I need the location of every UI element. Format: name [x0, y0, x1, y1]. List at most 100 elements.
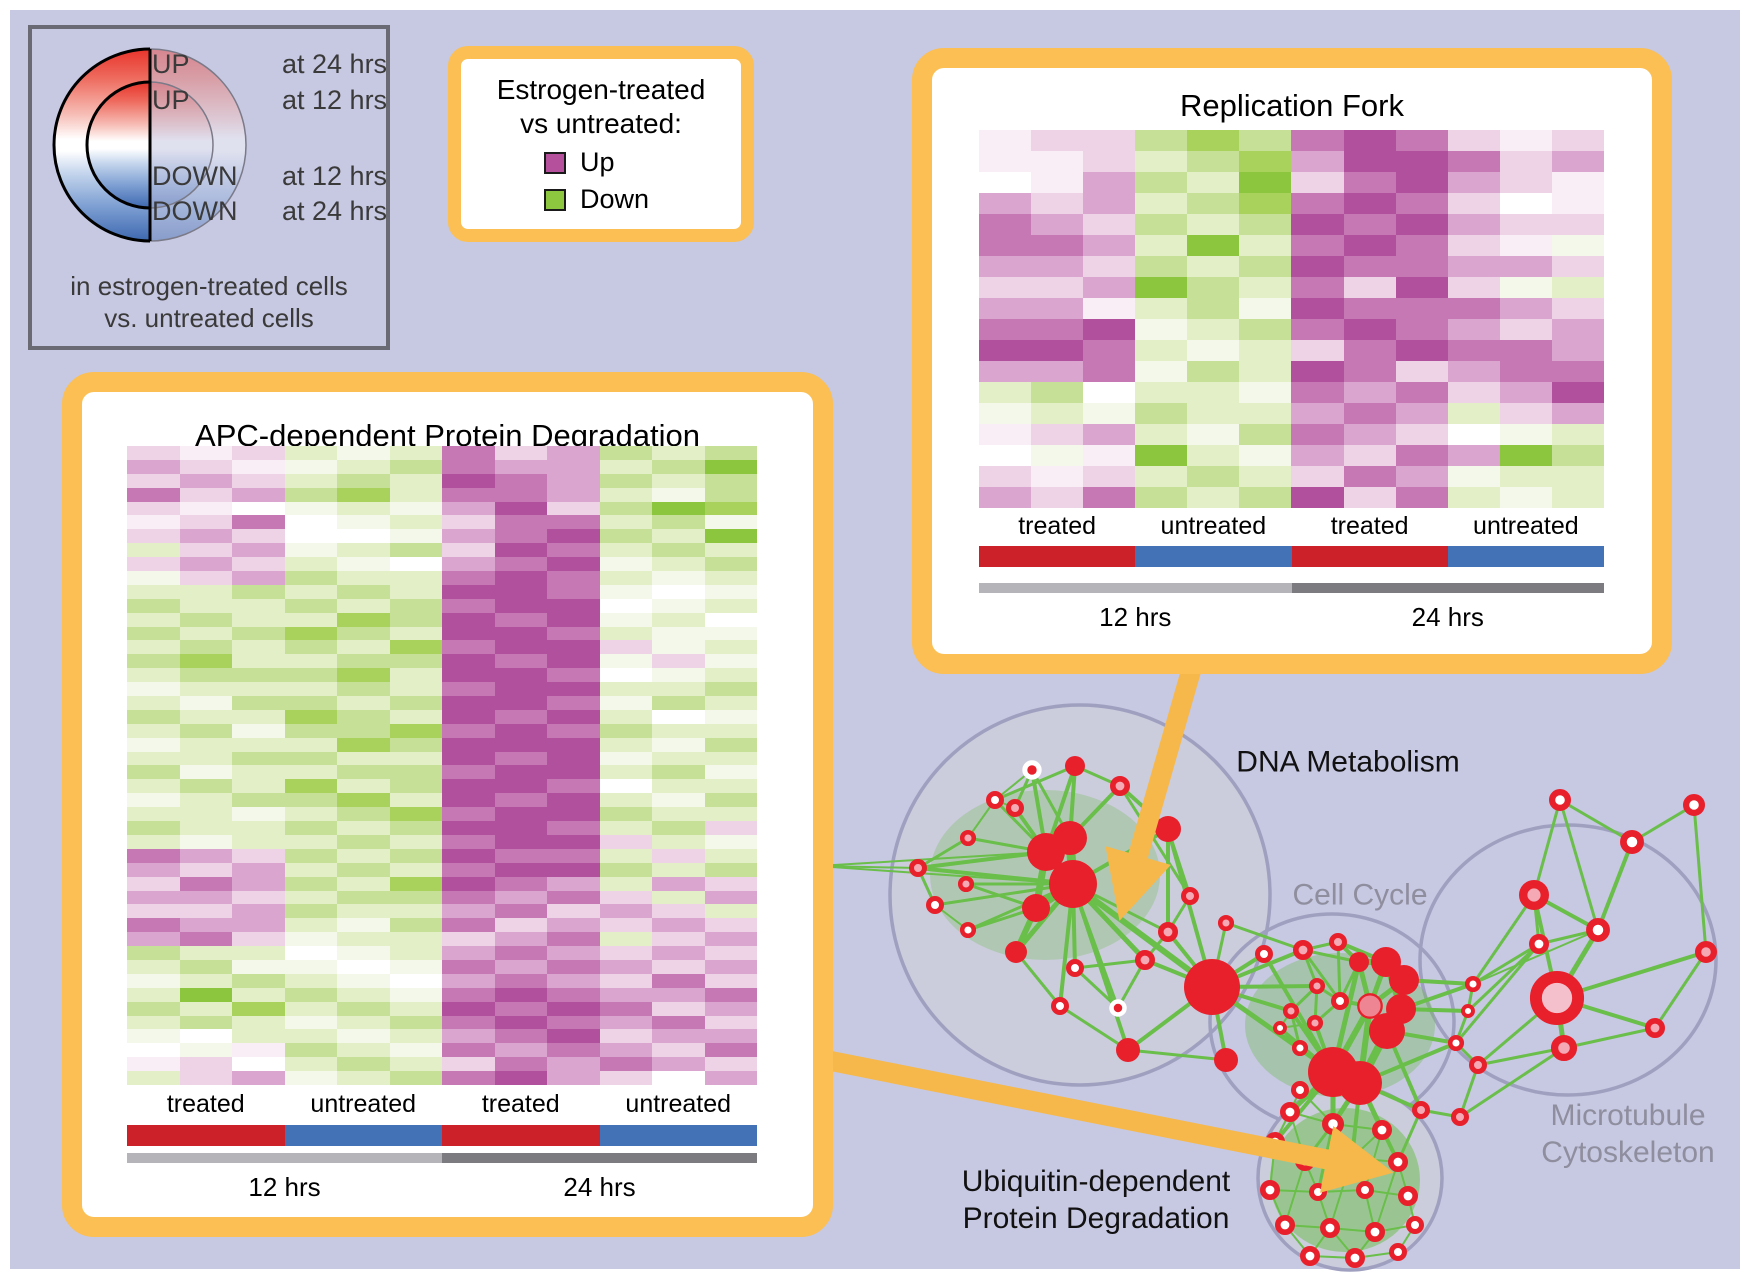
heatmap-cell — [232, 626, 285, 641]
network-node — [1300, 1246, 1321, 1267]
heatmap-cell — [179, 946, 232, 960]
panel-title: Replication Fork — [1180, 88, 1404, 123]
heatmap-cell — [127, 821, 180, 835]
heatmap-cell — [704, 682, 757, 697]
heatmap-cell — [494, 584, 547, 599]
heatmap-cell — [652, 626, 705, 641]
heatmap-cell — [389, 765, 442, 780]
heatmap-cell — [1187, 361, 1240, 382]
heatmap-cell — [232, 862, 285, 877]
heatmap-cell — [1395, 382, 1448, 403]
heatmap-cell — [979, 151, 1032, 172]
heatmap-cell — [1395, 424, 1448, 445]
heatmap-cell — [1395, 340, 1448, 361]
heatmap-cell — [389, 487, 442, 502]
heatmap-cell — [979, 361, 1032, 382]
heatmap-cell — [599, 626, 652, 641]
heatmap-cell — [1395, 256, 1448, 277]
heatmap-cell — [442, 654, 495, 669]
heatmap-cell — [127, 487, 180, 502]
legend-title-line2: vs untreated: — [520, 108, 682, 139]
heatmap-cell — [442, 487, 495, 502]
heatmap-cell — [704, 779, 757, 794]
heatmap-cell — [1343, 445, 1396, 466]
heatmap-cell — [1395, 193, 1448, 214]
heatmap-cell — [179, 459, 232, 474]
network-edge — [817, 865, 1074, 885]
heatmap-cell — [232, 904, 285, 919]
heatmap-cell — [442, 793, 495, 808]
heatmap-cell — [704, 459, 757, 474]
heatmap-cell — [442, 821, 495, 835]
heatmap-cell — [284, 959, 337, 974]
heatmap-cell — [1187, 319, 1240, 340]
heatmap-cell — [284, 987, 337, 1002]
heatmap-cell — [1447, 151, 1500, 172]
annotation-arrow — [824, 1050, 1394, 1193]
heatmap-cell — [494, 793, 547, 808]
network-node — [1412, 1101, 1430, 1119]
heatmap-cell — [494, 709, 547, 724]
heatmap-cell — [389, 696, 442, 710]
heatmap-cell — [1499, 319, 1552, 340]
heatmap-cell — [1135, 424, 1188, 445]
heatmap-cell — [389, 1029, 442, 1044]
network-node — [1398, 1186, 1419, 1207]
heatmap-cell — [979, 382, 1032, 403]
heatmap-cell — [599, 696, 652, 710]
heatmap-cell — [979, 214, 1032, 235]
network-edge — [1466, 942, 1541, 1013]
network-node — [1308, 977, 1326, 995]
heatmap-cell — [442, 723, 495, 738]
network-node — [1005, 941, 1027, 963]
condition-label: treated — [481, 1090, 560, 1118]
network-node — [1529, 970, 1585, 1026]
heatmap-cell — [179, 793, 232, 808]
heatmap-cell — [704, 626, 757, 641]
heatmap-cell — [1083, 256, 1136, 277]
heatmap-cell — [389, 973, 442, 988]
heatmap-cell — [337, 487, 390, 502]
heatmap-cell — [979, 277, 1032, 298]
heatmap-cell — [442, 459, 495, 474]
heatmap-cell — [1343, 298, 1396, 319]
heatmap-cell — [1291, 235, 1344, 256]
heatmap-cell — [337, 515, 390, 530]
heatmap-cell — [1187, 214, 1240, 235]
heatmap-cell — [1551, 277, 1604, 298]
heatmap-cell — [337, 598, 390, 613]
heatmap-cell — [494, 1015, 547, 1030]
heatmap-cell — [1031, 235, 1084, 256]
heatmap-cell — [704, 696, 757, 710]
network-node — [1291, 1081, 1309, 1099]
heatmap-cell — [389, 918, 442, 933]
heatmap-cell — [389, 446, 442, 460]
heatmap-cell — [442, 612, 495, 627]
network-edge — [1284, 1160, 1306, 1226]
heatmap-cell — [547, 584, 600, 599]
heatmap-cell — [494, 446, 547, 460]
heatmap-cell — [179, 862, 232, 877]
network-node — [1389, 1243, 1407, 1261]
heatmap-cell — [389, 834, 442, 849]
network-edge — [1336, 941, 1342, 1002]
heatmap-cell — [1083, 424, 1136, 445]
heatmap-cell — [1135, 487, 1188, 508]
heatmap-cell — [232, 946, 285, 960]
heatmap-cell — [704, 959, 757, 974]
heatmap-cell — [494, 959, 547, 974]
heatmap-cell — [1395, 151, 1448, 172]
heatmap-cell — [232, 1001, 285, 1016]
heatmap-cell — [1291, 193, 1344, 214]
network-node — [1329, 933, 1347, 951]
heatmap-cell — [179, 487, 232, 502]
heatmap-cell — [1031, 340, 1084, 361]
condition-label: untreated — [625, 1090, 732, 1118]
heatmap-cell — [599, 918, 652, 933]
heatmap-cell — [337, 973, 390, 988]
condition-bar-segment — [442, 1125, 600, 1146]
heatmap-cell — [652, 1029, 705, 1044]
heatmap-cell — [1031, 403, 1084, 424]
heatmap-cell — [1083, 235, 1136, 256]
heatmap-cell — [704, 932, 757, 947]
